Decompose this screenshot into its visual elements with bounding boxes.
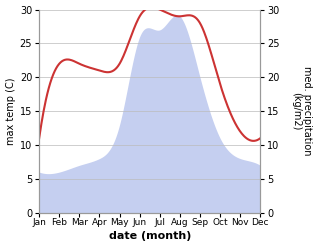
Y-axis label: max temp (C): max temp (C) [5, 77, 16, 145]
X-axis label: date (month): date (month) [108, 231, 191, 242]
Y-axis label: med. precipitation
(kg/m2): med. precipitation (kg/m2) [291, 66, 313, 156]
